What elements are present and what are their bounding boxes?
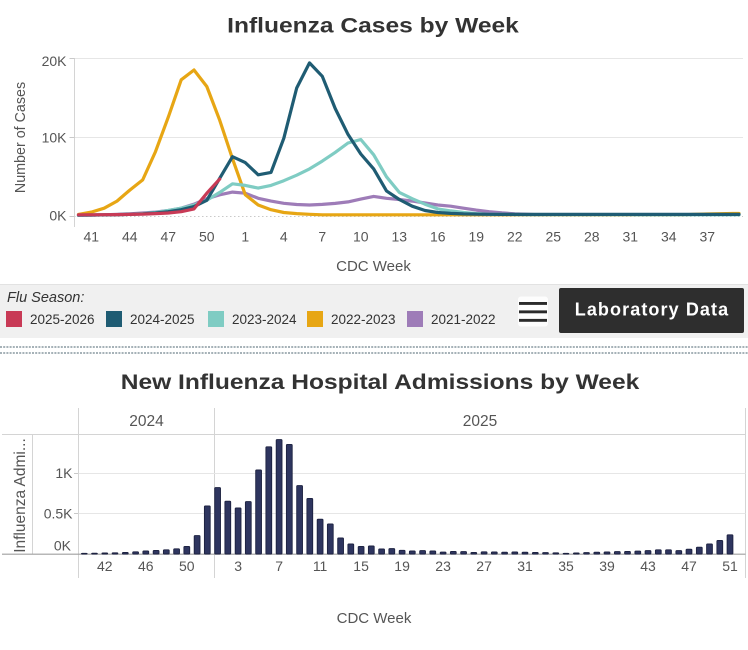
svg-text:11: 11 <box>313 558 328 574</box>
svg-text:23: 23 <box>435 558 451 574</box>
svg-text:2021-2022: 2021-2022 <box>431 312 496 327</box>
svg-text:7: 7 <box>275 558 283 574</box>
svg-text:Number of Cases: Number of Cases <box>13 82 29 193</box>
svg-text:2025-2026: 2025-2026 <box>30 312 95 327</box>
svg-text:31: 31 <box>517 558 533 574</box>
svg-text:43: 43 <box>640 558 656 574</box>
svg-text:16: 16 <box>430 229 446 245</box>
svg-text:10: 10 <box>353 229 369 245</box>
svg-text:27: 27 <box>476 558 492 574</box>
svg-text:19: 19 <box>469 229 485 245</box>
svg-text:51: 51 <box>722 558 738 574</box>
svg-text:50: 50 <box>179 558 195 574</box>
svg-text:1K: 1K <box>55 465 73 481</box>
svg-text:50: 50 <box>199 229 215 245</box>
svg-text:7: 7 <box>318 229 326 245</box>
svg-text:1: 1 <box>241 229 249 245</box>
svg-text:CDC Week: CDC Week <box>337 610 412 627</box>
svg-text:Influenza Admi...: Influenza Admi... <box>12 438 29 553</box>
svg-text:3: 3 <box>234 558 242 574</box>
svg-text:10K: 10K <box>42 130 68 146</box>
svg-text:2024-2025: 2024-2025 <box>130 312 195 327</box>
svg-text:46: 46 <box>138 558 154 574</box>
svg-text:15: 15 <box>353 558 369 574</box>
svg-text:CDC Week: CDC Week <box>336 258 411 275</box>
svg-text:41: 41 <box>84 229 100 245</box>
svg-text:44: 44 <box>122 229 138 245</box>
svg-text:42: 42 <box>97 558 113 574</box>
svg-text:39: 39 <box>599 558 615 574</box>
svg-text:New Influenza Hospital Admissi: New Influenza Hospital Admissions by Wee… <box>121 370 640 394</box>
svg-text:0.5K: 0.5K <box>44 506 73 522</box>
svg-text:Laboratory Data: Laboratory Data <box>575 300 730 320</box>
svg-text:37: 37 <box>700 229 716 245</box>
svg-text:19: 19 <box>394 558 410 574</box>
svg-text:Influenza Cases by Week: Influenza Cases by Week <box>227 13 519 37</box>
svg-text:25: 25 <box>546 229 562 245</box>
svg-text:31: 31 <box>623 229 639 245</box>
svg-text:0K: 0K <box>54 538 72 554</box>
svg-text:28: 28 <box>584 229 600 245</box>
svg-text:4: 4 <box>280 229 288 245</box>
svg-text:2024: 2024 <box>129 413 164 430</box>
svg-text:Flu Season:: Flu Season: <box>7 290 84 306</box>
svg-text:2022-2023: 2022-2023 <box>331 312 396 327</box>
svg-text:0K: 0K <box>49 208 67 224</box>
svg-text:2025: 2025 <box>463 413 497 430</box>
svg-text:13: 13 <box>392 229 408 245</box>
svg-text:35: 35 <box>558 558 574 574</box>
svg-text:47: 47 <box>681 558 697 574</box>
svg-text:34: 34 <box>661 229 677 245</box>
svg-text:20K: 20K <box>42 53 68 69</box>
svg-text:22: 22 <box>507 229 523 245</box>
svg-text:2023-2024: 2023-2024 <box>232 312 297 327</box>
svg-text:47: 47 <box>161 229 177 245</box>
